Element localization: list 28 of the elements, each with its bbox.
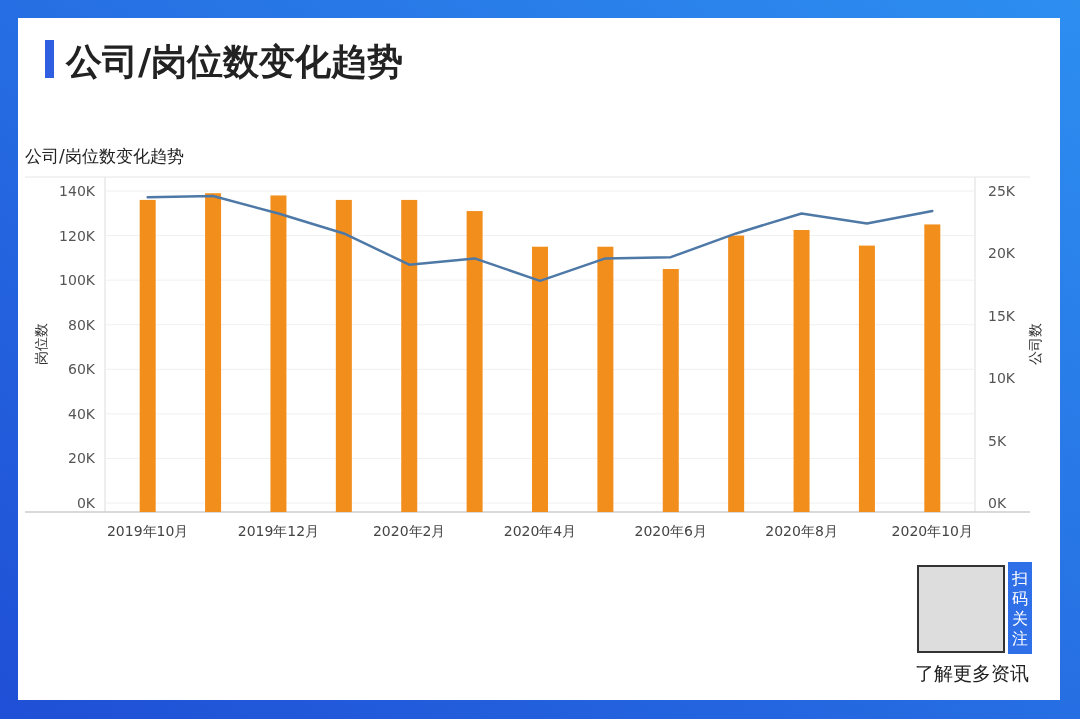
chart-title: 公司/岗位数变化趋势 [65,41,404,82]
y-axis-title: 岗位数 [33,323,49,365]
x-tick-label: 2020年4月 [503,523,577,539]
y-tick-label: 80K [68,316,96,333]
y-tick-label: 0K [76,495,96,511]
y-tick-label: 20K [68,450,96,467]
y2-axis-title: 公司数 [1027,323,1043,365]
x-tick-label: 2020年8月 [765,523,838,539]
y-tick-label: 140K [59,183,96,199]
chart-subtitle: 公司/岗位数变化趋势 [25,146,184,166]
y2-tick-label: 20K [988,245,1016,262]
x-tick-label: 2020年10月 [891,523,974,539]
line-series [146,194,934,283]
x-tick-label: 2020年6月 [634,523,708,539]
y-tick-label: 40K [68,405,96,422]
x-tick-label: 2020年2月 [372,523,446,539]
text: 了解更多资讯 [915,662,1029,684]
y2-tick-label: 10K [988,370,1016,387]
y2-tick-label: 25K [988,183,1016,199]
y-tick-label: 60K [68,361,96,378]
y-tick-label: 100K [59,272,96,289]
y-tick-label: 120K [59,227,96,244]
y2-tick-label: 5K [988,432,1007,449]
y2-tick-label: 15K [988,307,1016,324]
y2-tick-label: 0K [988,495,1007,511]
x-tick-label: 2019年10月 [106,523,189,539]
text: 扫码关注 [1011,569,1028,648]
x-tick-label: 2019年12月 [237,523,320,539]
